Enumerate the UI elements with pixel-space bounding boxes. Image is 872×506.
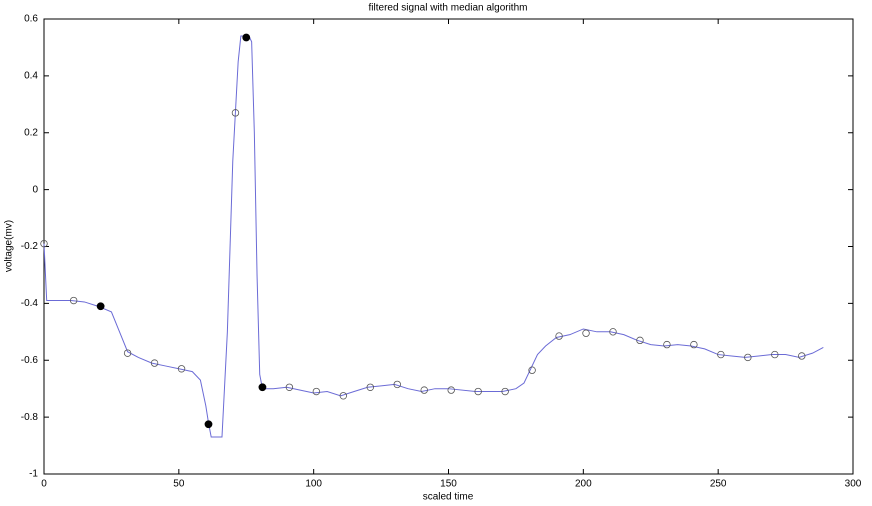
y-tick-label: 0.4 bbox=[24, 71, 38, 82]
open-marker bbox=[285, 383, 294, 391]
x-tick-label: 200 bbox=[575, 479, 592, 490]
x-tick-label: 50 bbox=[173, 479, 185, 490]
x-tick-label: 250 bbox=[710, 479, 727, 490]
open-marker bbox=[690, 340, 698, 349]
open-marker bbox=[177, 365, 186, 373]
signal-line bbox=[43, 35, 824, 438]
filled-marker bbox=[258, 383, 267, 392]
y-tick-label: 0 bbox=[32, 184, 38, 195]
open-marker bbox=[447, 386, 455, 394]
open-marker bbox=[312, 387, 321, 396]
open-marker bbox=[663, 340, 671, 349]
open-marker bbox=[744, 353, 752, 362]
y-tick-label: -1 bbox=[29, 469, 38, 480]
open-marker bbox=[231, 109, 240, 117]
open-marker bbox=[636, 336, 644, 345]
open-marker bbox=[150, 359, 159, 367]
y-tick-label: 0.2 bbox=[24, 127, 38, 138]
open-marker bbox=[717, 350, 725, 359]
open-marker bbox=[555, 332, 563, 340]
x-tick-label: 150 bbox=[440, 479, 457, 490]
y-tick-label: 0.6 bbox=[24, 14, 38, 25]
y-tick-label: -0.8 bbox=[21, 412, 39, 423]
filled-marker bbox=[204, 420, 213, 429]
open-marker bbox=[339, 392, 348, 400]
open-marker bbox=[474, 387, 482, 396]
y-tick-label: -0.2 bbox=[21, 241, 39, 252]
open-marker bbox=[609, 328, 617, 336]
open-marker bbox=[69, 296, 78, 305]
chart-title: filtered signal with median algorithm bbox=[369, 3, 528, 14]
y-axis-label: voltage(mv) bbox=[4, 220, 15, 272]
filled-marker bbox=[96, 302, 105, 311]
x-tick-label: 300 bbox=[845, 479, 862, 490]
x-axis-label: scaled time bbox=[423, 492, 474, 503]
open-marker bbox=[501, 387, 509, 396]
open-marker bbox=[528, 366, 536, 374]
open-marker bbox=[366, 383, 374, 391]
x-tick-label: 100 bbox=[305, 479, 322, 490]
filled-marker bbox=[242, 33, 251, 42]
open-marker bbox=[798, 352, 806, 360]
open-marker bbox=[582, 329, 590, 337]
open-marker bbox=[393, 380, 401, 389]
x-tick-label: 0 bbox=[41, 479, 47, 490]
open-marker bbox=[420, 386, 428, 394]
y-tick-label: -0.4 bbox=[21, 298, 39, 309]
open-marker bbox=[771, 350, 779, 359]
y-tick-label: -0.6 bbox=[21, 355, 39, 366]
open-marker bbox=[40, 239, 48, 248]
open-marker bbox=[123, 349, 132, 357]
plot-frame bbox=[43, 18, 854, 475]
